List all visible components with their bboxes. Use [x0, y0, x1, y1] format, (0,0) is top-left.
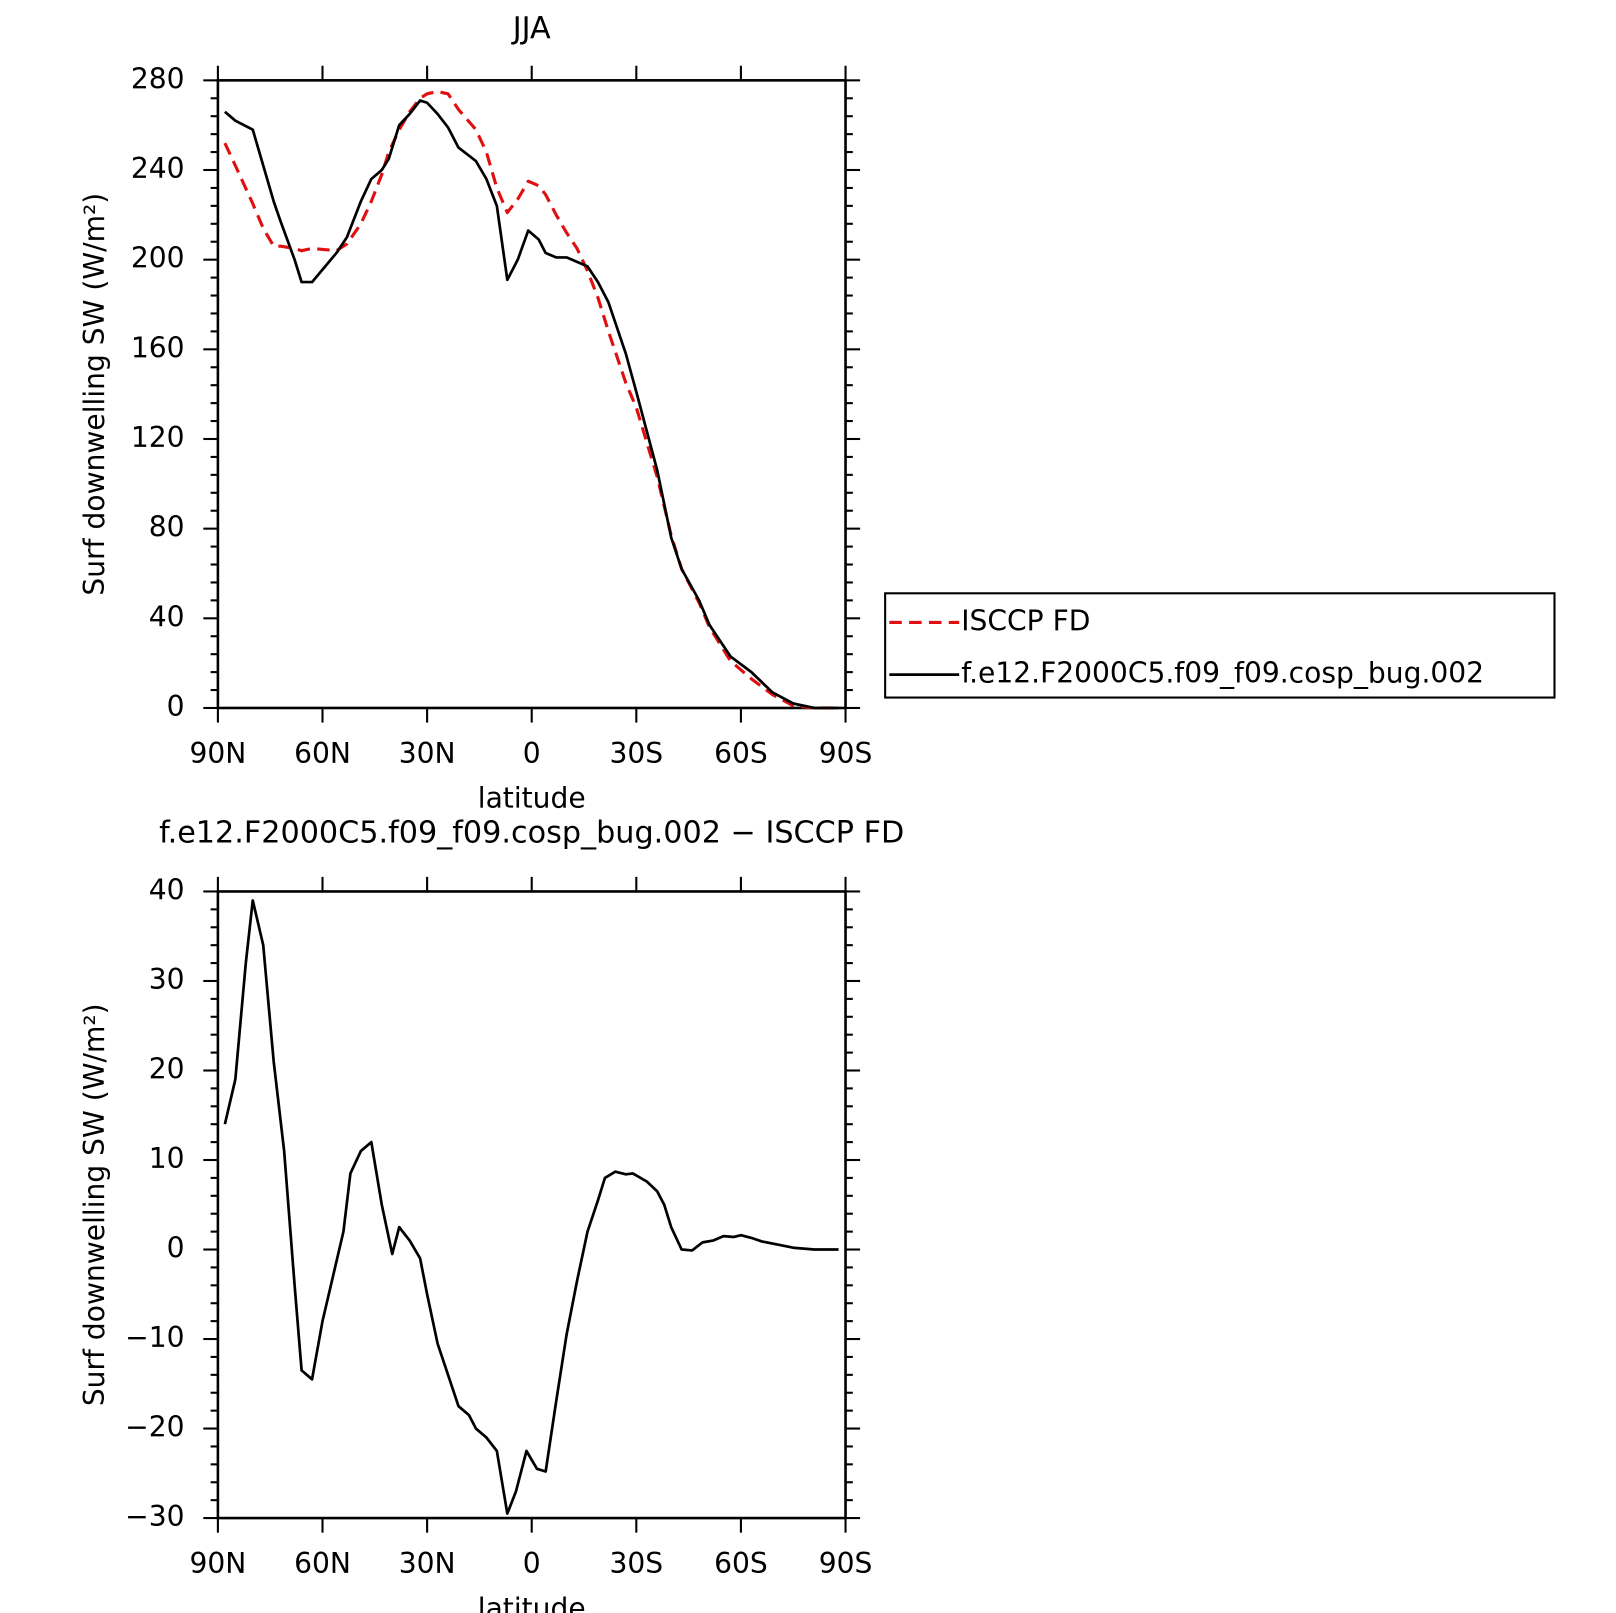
x-tick-label: 0	[523, 737, 541, 770]
plot-frame	[216, 79, 847, 710]
x-tick-label: 90N	[189, 1547, 246, 1580]
x-tick-label: 60S	[714, 1547, 768, 1580]
legend-box	[884, 592, 1556, 699]
y-tick-label: 80	[149, 511, 185, 544]
legend-label: f.e12.F2000C5.f09_f09.cosp_bug.002	[961, 657, 1484, 690]
data-line	[223, 899, 839, 1515]
plot-frame	[216, 890, 847, 1520]
x-tick-label: 60N	[294, 1547, 351, 1580]
chart-title: f.e12.F2000C5.f09_f09.cosp_bug.002 − ISC…	[159, 816, 904, 851]
y-tick-label: 30	[149, 963, 185, 996]
y-tick-label: −10	[125, 1321, 184, 1354]
y-tick-label: 0	[167, 690, 185, 723]
y-tick-label: 10	[149, 1142, 185, 1175]
y-tick-label: 120	[131, 421, 185, 454]
x-tick-label: 30N	[399, 737, 456, 770]
y-tick-label: 20	[149, 1052, 185, 1085]
y-tick-label: 40	[149, 873, 185, 906]
x-tick-label: 60N	[294, 737, 351, 770]
chart-title: JJA	[511, 11, 551, 46]
x-tick-label: 90N	[189, 737, 246, 770]
x-tick-label: 0	[523, 1547, 541, 1580]
y-tick-label: 0	[167, 1232, 185, 1265]
y-tick-label: 200	[131, 242, 185, 275]
x-tick-label: 30N	[399, 1547, 456, 1580]
x-tick-label: 30S	[609, 1547, 663, 1580]
y-tick-label: −30	[125, 1500, 184, 1533]
y-tick-label: 160	[131, 331, 185, 364]
y-tick-label: 240	[131, 152, 185, 185]
x-tick-label: 30S	[609, 737, 663, 770]
x-tick-label: 90S	[819, 1547, 873, 1580]
data-line	[223, 99, 839, 710]
y-tick-label: −20	[125, 1411, 184, 1444]
legend-label: ISCCP FD	[961, 604, 1090, 637]
y-axis-label: Surf downwelling SW (W/m²)	[78, 193, 111, 596]
y-tick-label: 280	[131, 62, 185, 95]
y-axis-label: Surf downwelling SW (W/m²)	[78, 1003, 111, 1406]
data-line	[223, 89, 839, 710]
x-axis-label: latitude	[478, 782, 586, 815]
y-tick-label: 40	[149, 600, 185, 633]
x-axis-label: latitude	[478, 1592, 586, 1613]
x-tick-label: 60S	[714, 737, 768, 770]
x-tick-label: 90S	[819, 737, 873, 770]
